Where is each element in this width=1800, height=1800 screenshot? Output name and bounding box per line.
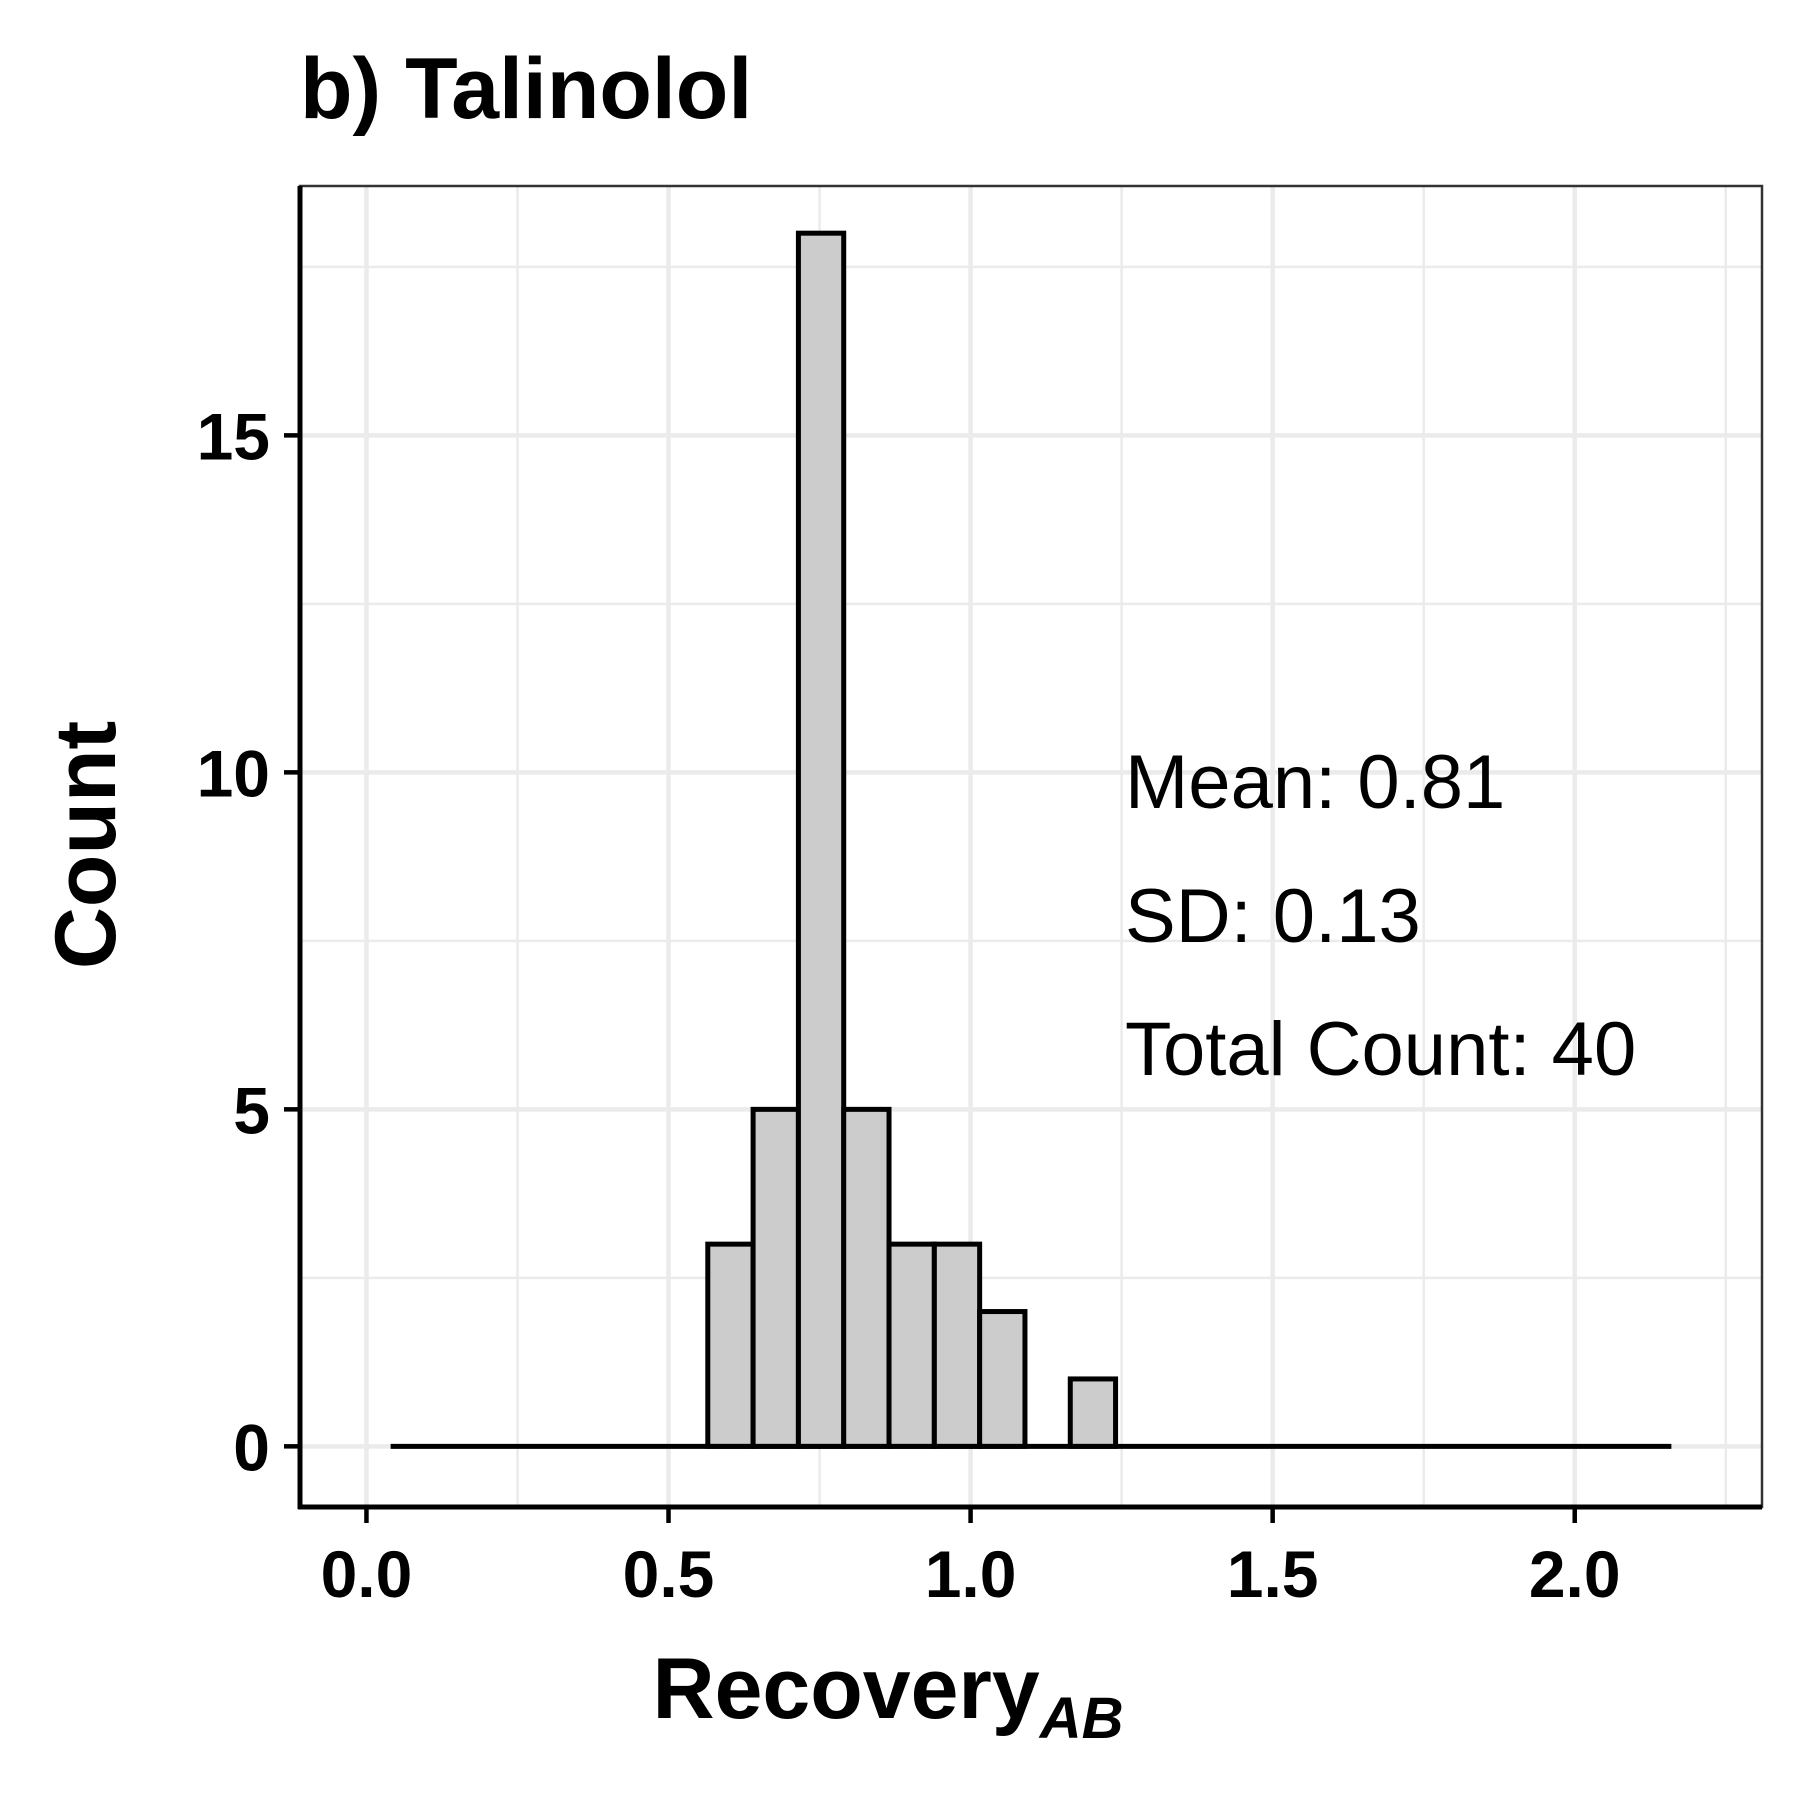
histogram-bar [886, 1241, 937, 1449]
x-tick-label: 0.5 [623, 1537, 715, 1611]
x-axis-title-main: Recovery [652, 1641, 1039, 1737]
grid [300, 186, 1762, 1507]
chart-title: b) Talinolol [300, 41, 752, 137]
stats-annotation-line: SD: 0.13 [1125, 874, 1421, 959]
stats-annotation-line: Total Count: 40 [1125, 1007, 1636, 1092]
bars [390, 230, 1672, 1449]
histogram-bar [841, 1106, 892, 1449]
x-tick-label: 2.0 [1529, 1537, 1621, 1611]
x-axis: 0.0 0.5 1.0 1.5 2.0 [321, 1507, 1621, 1611]
y-axis: 0 5 10 15 [197, 399, 300, 1484]
y-tick-label: 15 [197, 399, 270, 473]
x-tick-label: 1.5 [1227, 1537, 1319, 1611]
x-tick-label: 0.0 [321, 1537, 413, 1611]
y-tick-label: 0 [233, 1410, 270, 1484]
histogram-bar [977, 1309, 1028, 1449]
histogram-bar [795, 230, 847, 1449]
x-tick-label: 1.0 [925, 1537, 1017, 1611]
histogram-bar [1067, 1376, 1119, 1449]
panel-border [298, 184, 1764, 1509]
stats-annotation-line: Mean: 0.81 [1125, 740, 1505, 825]
stats-annotation: Mean: 0.81 SD: 0.13 Total Count: 40 [1125, 740, 1636, 1092]
x-axis-title: RecoveryAB [652, 1641, 1123, 1751]
y-tick-label: 10 [197, 736, 270, 810]
y-axis-title: Count [38, 721, 134, 969]
x-axis-title-subscript: AB [1038, 1686, 1124, 1751]
y-tick-label: 5 [233, 1073, 270, 1147]
histogram-bar [750, 1106, 801, 1449]
histogram-bar [705, 1241, 756, 1449]
histogram-bar [931, 1241, 983, 1449]
plot-frame [297, 184, 1764, 1510]
